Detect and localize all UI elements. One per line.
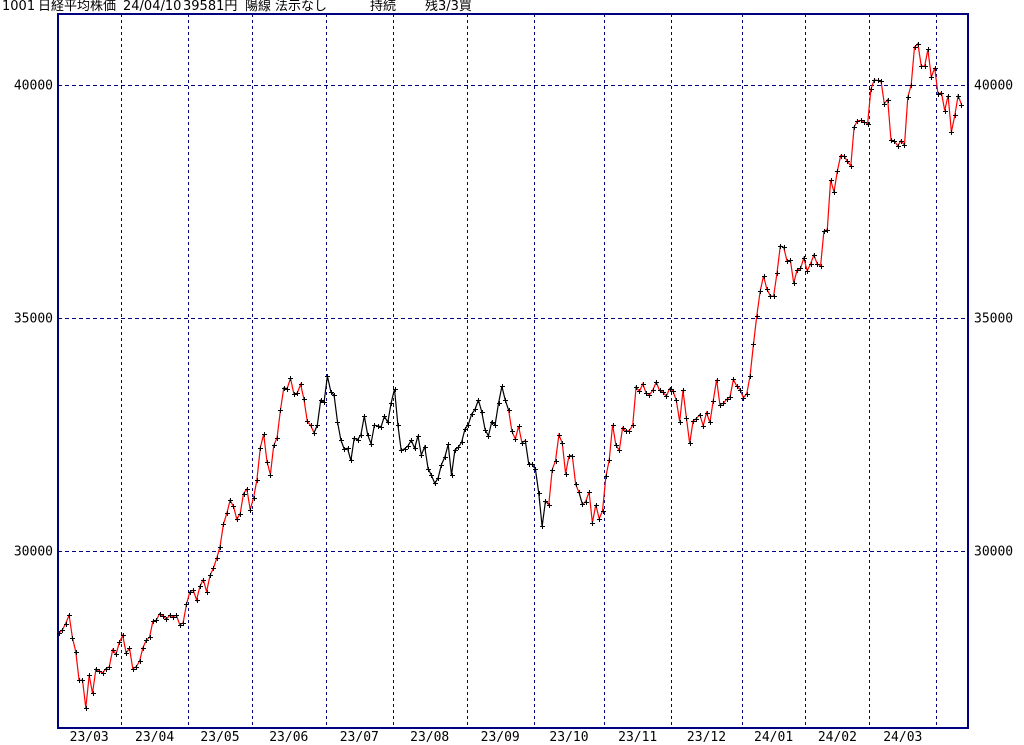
x-tick-label: 23/10 [549,730,588,745]
signal-status: 持続 [370,0,397,14]
y-tick-label-left: 35000 [14,312,53,327]
x-tick-label: 23/06 [269,730,308,745]
position-status: 残3/3買 [425,0,472,14]
x-tick-label: 23/07 [340,730,379,745]
x-tick-label: 24/01 [754,730,793,745]
candle-type: 陽線 [245,0,272,14]
chart-header: 1001 日経平均株価 24/04/10 39581円 陽線 法示なし 持続 残… [0,0,1024,14]
x-tick-label: 23/03 [70,730,109,745]
x-tick-label: 23/12 [687,730,726,745]
y-tick-label-left: 40000 [14,79,53,94]
x-tick-label: 24/03 [883,730,922,745]
x-tick-label: 23/04 [135,730,174,745]
grid-lines [58,14,968,728]
quote-price: 39581円 [183,0,238,14]
x-tick-label: 23/05 [200,730,239,745]
y-tick-label-right: 30000 [974,545,1013,560]
x-tick-label: 23/11 [618,730,657,745]
quote-date: 24/04/10 [123,0,182,14]
x-tick-label: 24/02 [818,730,857,745]
x-tick-label: 23/09 [481,730,520,745]
plot-border [57,13,969,729]
display-mode: 法示なし [275,0,328,14]
y-tick-label-left: 30000 [14,545,53,560]
y-tick-label-right: 35000 [974,312,1013,327]
axis-tick-labels: 40000 40000 35000 35000 30000 30000 23/03 23/04… [14,79,1013,745]
price-line [58,42,963,708]
point-markers [57,42,964,711]
stock-code: 1001 [2,0,36,14]
stock-name: 日経平均株価 [38,0,117,14]
x-tick-label: 23/08 [410,730,449,745]
y-tick-label-right: 40000 [974,79,1013,94]
